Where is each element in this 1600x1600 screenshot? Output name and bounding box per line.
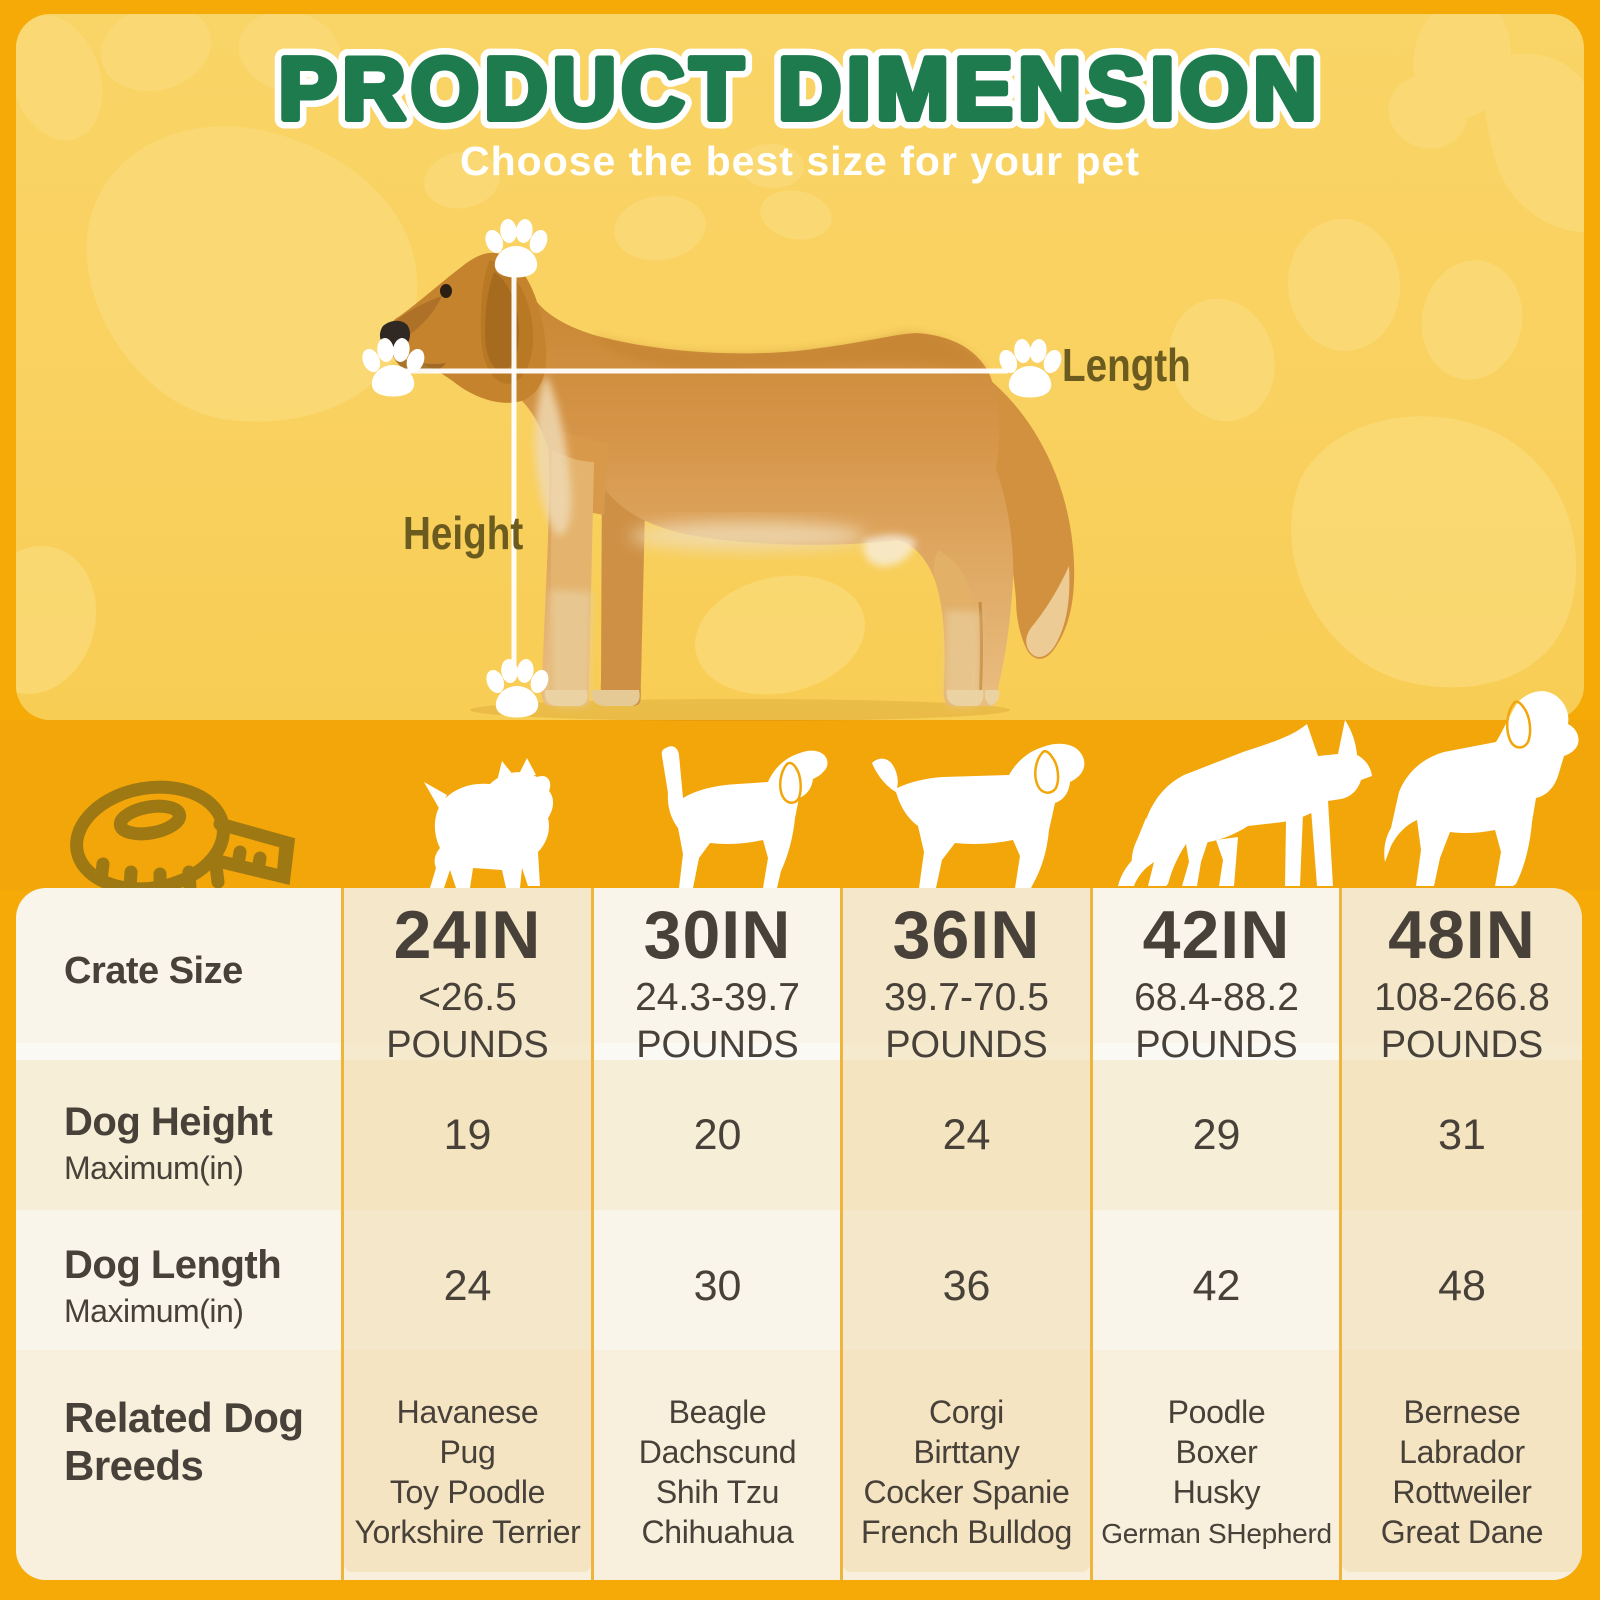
svg-text:PRODUCT DIMENSION: PRODUCT DIMENSION xyxy=(278,39,1321,138)
svg-text:PRODUCT DIMENSION: PRODUCT DIMENSION xyxy=(278,39,1321,138)
